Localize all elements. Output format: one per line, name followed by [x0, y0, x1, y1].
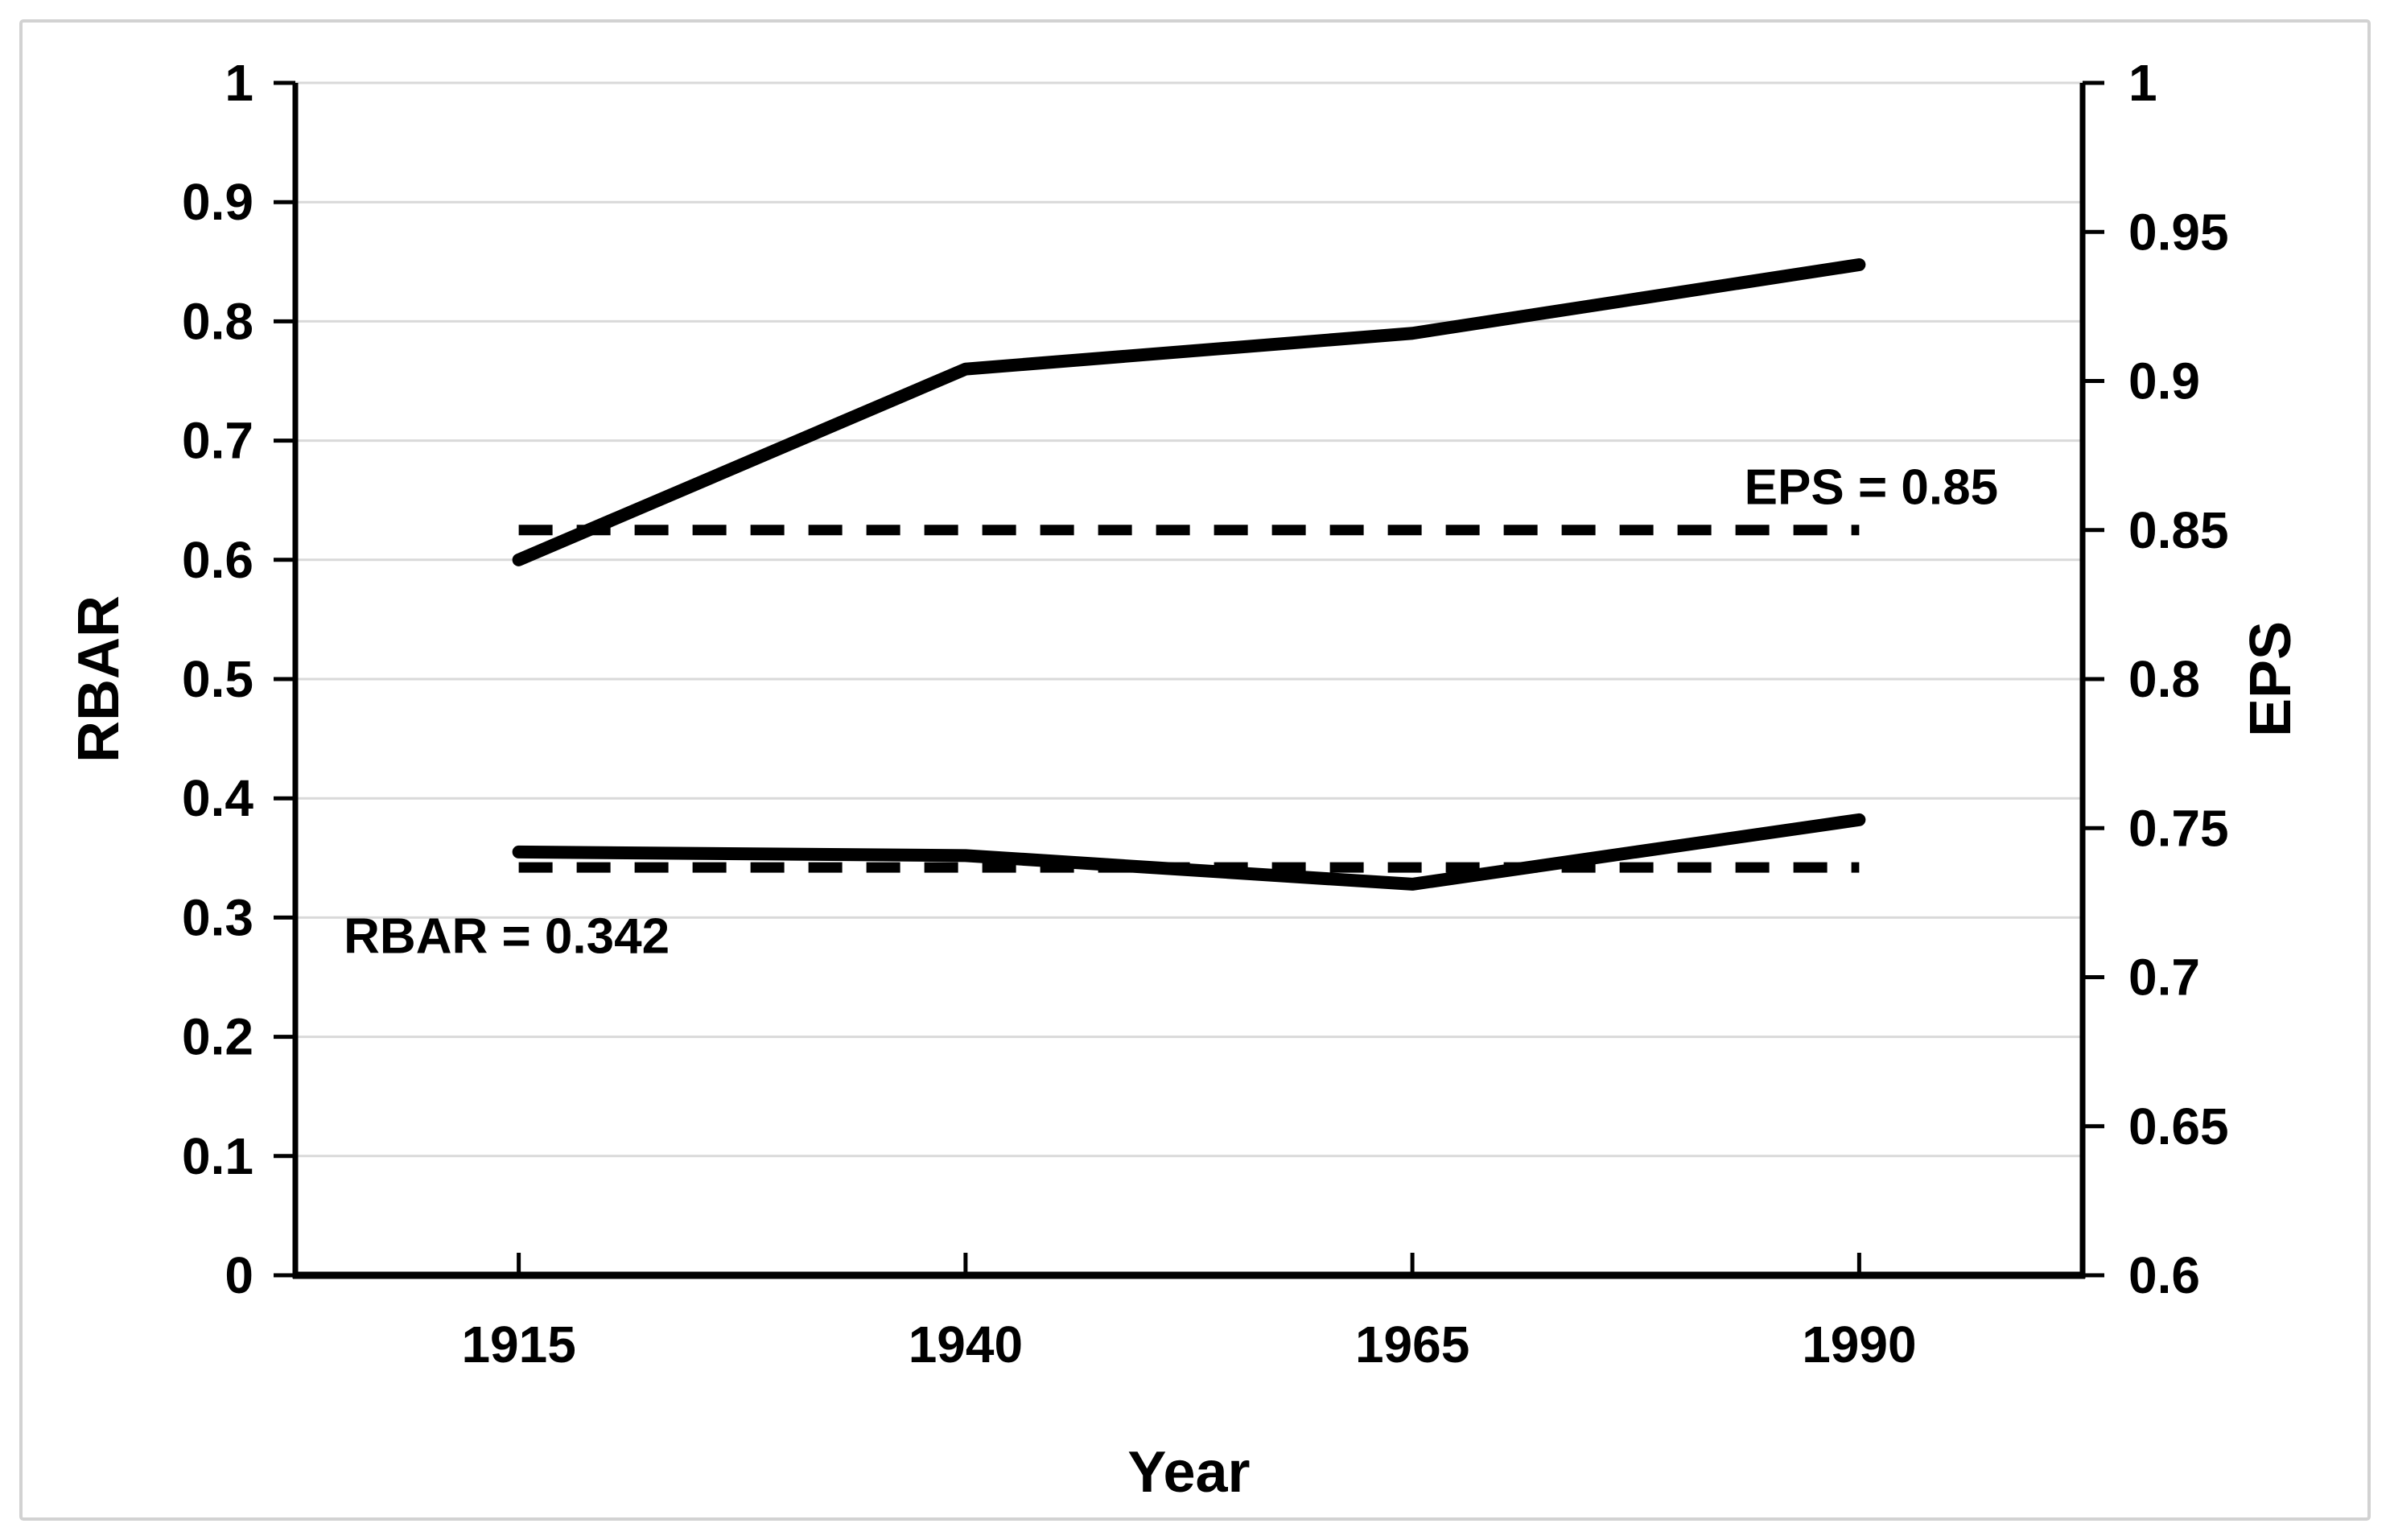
right-axis-tick-label: 0.6: [2128, 1246, 2200, 1304]
right-axis-tick-label: 0.9: [2128, 352, 2200, 410]
x-axis-tick-label: 1990: [1802, 1316, 1916, 1373]
annotation-eps-threshold: EPS = 0.85: [1745, 459, 1998, 515]
left-axis-tick-label: 0.1: [182, 1127, 253, 1185]
right-axis-tick-label: 1: [2128, 54, 2157, 112]
left-axis-tick-label: 0.3: [182, 888, 253, 946]
eps-series-line: [512, 258, 1866, 566]
left-axis-tick-label: 0.5: [182, 650, 253, 708]
right-axis-tick-label: 0.65: [2128, 1097, 2229, 1155]
axis-titles: RBAR EPS Year: [67, 595, 2303, 1505]
left-axis-tick-label: 0.4: [182, 769, 253, 827]
axis-tick-labels: 1 0.9 0.8 0.7 0.6 0.5 0.4 0.3 0.2 0.1 0 1 0.95 0.9 0.8…: [182, 54, 2229, 1373]
x-axis-tick-label: 1940: [909, 1316, 1023, 1373]
left-axis-tick-label: 0.9: [182, 173, 253, 231]
right-axis-tick-label: 0.85: [2128, 501, 2229, 559]
right-axis-tick-label: 0.7: [2128, 949, 2200, 1007]
x-axis-title: Year: [1127, 1440, 1250, 1505]
x-axis-tick-label: 1965: [1355, 1316, 1469, 1373]
axes: [274, 80, 2104, 1279]
x-axis-tick-label: 1915: [461, 1316, 575, 1373]
annotations: EPS = 0.85 RBAR = 0.342: [344, 459, 1998, 964]
right-axis-tick-label: 0.95: [2128, 203, 2229, 261]
right-axis-title: EPS: [2239, 621, 2303, 737]
annotation-rbar-mean: RBAR = 0.342: [344, 909, 670, 965]
data-series: [512, 258, 1866, 891]
left-axis-title: RBAR: [67, 595, 131, 763]
gridlines: [295, 81, 2083, 1158]
left-axis-tick-label: 0.6: [182, 531, 253, 589]
rbar-series-line: [512, 813, 1866, 891]
left-axis-tick-label: 0.2: [182, 1008, 253, 1066]
left-axis-tick-label: 0.8: [182, 292, 253, 350]
left-axis-tick-label: 0.7: [182, 412, 253, 470]
left-axis-tick-label: 0: [225, 1246, 253, 1304]
left-axis-tick-label: 1: [225, 54, 253, 112]
figure-border: [19, 19, 2371, 1521]
right-axis-tick-label: 0.75: [2128, 799, 2229, 857]
right-axis-tick-label: 0.8: [2128, 650, 2200, 708]
